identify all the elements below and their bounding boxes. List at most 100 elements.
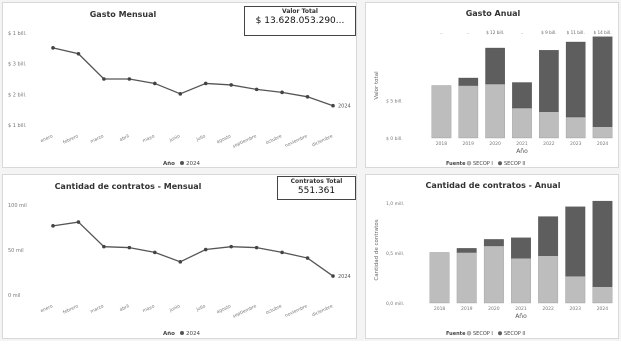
bar-secop-ii (485, 47, 505, 85)
x-axis-label: Año (516, 148, 528, 155)
bar-total-label: .. (467, 30, 470, 35)
x-tick-label: 2020 (489, 141, 501, 147)
x-tick-label: enero (40, 133, 54, 144)
data-point (229, 244, 233, 249)
y-tick-label: 0,5 mill. (386, 251, 404, 257)
data-point (280, 90, 284, 95)
bar-secop-i (429, 252, 450, 304)
gasto-mensual-chart: Gasto Mensual $ 1 bill. $ 3 bill. $ 2 bill.… (8, 10, 351, 167)
bar-secop-i (538, 255, 559, 304)
y-tick-label: $ 0 bill. (386, 136, 403, 142)
data-point (229, 83, 233, 87)
data-point (153, 81, 157, 86)
bar-secop-ii (456, 248, 477, 253)
data-point (178, 92, 183, 96)
x-tick-label: julio (195, 303, 207, 313)
x-tick-label: julio (195, 133, 207, 143)
kpi-contratos-total: Contratos Total 551.361 (277, 176, 356, 200)
kpi-valor-total: Valor Total $ 13.628.053.290... (244, 6, 356, 36)
x-tick-label: diciembre (311, 133, 334, 148)
x-tick-label: 2021 (516, 141, 528, 147)
series-end-label: 2024 (338, 104, 351, 110)
bar-secop-ii (565, 41, 586, 118)
bar-secop-ii (592, 200, 613, 287)
chart-title: Cantidad de contratos - Anual (426, 181, 561, 190)
chart-title: Gasto Anual (466, 9, 521, 18)
legend-marker (180, 331, 184, 335)
panel-contratos-mensual[interactable]: Cantidad de contratos - Mensual 100 mil 50… (2, 174, 357, 339)
bar-secop-ii (483, 239, 504, 247)
bar-secop-ii (592, 36, 613, 127)
bar-secop-i (592, 126, 613, 139)
kpi-contratos-total-label: Contratos Total (290, 178, 343, 185)
data-point (76, 51, 81, 56)
y-tick-label: $ 2 bill. (8, 92, 27, 98)
x-tick-label: abril (119, 133, 131, 143)
series-line (52, 221, 334, 277)
data-point (203, 247, 208, 252)
x-tick-label: 2023 (570, 306, 582, 312)
x-tick-label: febrero (62, 303, 79, 315)
y-tick-label: 50 mil (8, 248, 24, 254)
legend-marker (466, 160, 472, 166)
bar-secop-ii (458, 77, 479, 86)
chart-title: Cantidad de contratos - Mensual (55, 182, 202, 191)
legend-marker (498, 161, 502, 166)
bar-secop-ii (539, 50, 559, 112)
legend-title: Fuente (446, 331, 466, 337)
bar-secop-i (458, 85, 479, 139)
x-tick-label: enero (40, 303, 54, 314)
x-tick-label: 2024 (597, 141, 609, 147)
y-axis-label: Cantidad de contratos (374, 219, 380, 280)
bar-secop-i (485, 83, 505, 139)
x-tick-label: agosto (216, 133, 233, 145)
legend-entry: SECOP II (504, 331, 525, 337)
series-end-label: 2024 (338, 274, 351, 280)
data-point (127, 245, 132, 250)
panel-gasto-anual[interactable]: Gasto Anual Valor total $ 0 bill. $ 5 bill.… (365, 2, 619, 168)
bar-secop-ii (511, 237, 531, 259)
legend-title: Fuente (446, 161, 466, 167)
y-tick-label: 100 mil (8, 203, 27, 209)
data-point (153, 250, 157, 255)
kpi-valor-total-label: Valor Total (282, 8, 318, 15)
legend-entry: 2024 (186, 331, 200, 337)
bar-secop-i (431, 85, 452, 139)
data-point (203, 81, 208, 86)
x-tick-label: 2024 (597, 306, 609, 312)
data-point (51, 46, 55, 50)
data-point (51, 224, 55, 228)
x-tick-label: agosto (216, 303, 233, 315)
x-tick-label: mayo (142, 304, 156, 314)
x-tick-label: septiembre (232, 303, 258, 319)
x-tick-label: febrero (62, 133, 79, 145)
x-tick-label: 2020 (488, 306, 500, 312)
x-tick-label: 2023 (570, 141, 582, 147)
bar-total-label: .. (521, 30, 524, 35)
data-point (331, 274, 335, 278)
chart-title: Gasto Mensual (90, 10, 157, 19)
x-tick-label: noviembre (284, 133, 309, 149)
data-point (127, 77, 132, 81)
x-tick-label: noviembre (284, 303, 309, 319)
bar-secop-i (565, 275, 586, 304)
bar-secop-i (512, 107, 532, 139)
bar-secop-ii (538, 216, 559, 256)
x-tick-label: octubre (265, 303, 283, 316)
bar-total-label: $ 12 bill. (486, 30, 504, 35)
data-point (102, 77, 106, 81)
bar-total-label: $ 11 bill. (567, 30, 585, 35)
bar-total-label: $ 14 bill. (594, 30, 612, 35)
bar-secop-ii (565, 206, 586, 277)
legend-entry: SECOP II (504, 161, 525, 167)
x-tick-label: 2018 (436, 141, 448, 147)
legend-marker (498, 331, 502, 336)
panel-contratos-anual[interactable]: Cantidad de contratos - Anual Cantidad de… (365, 174, 619, 339)
bar-secop-i (456, 252, 477, 304)
y-tick-label: $ 1 bill. (8, 31, 27, 37)
x-tick-label: marzo (89, 133, 105, 145)
legend-marker (466, 330, 472, 336)
bar-total-label: .. (440, 30, 443, 35)
x-axis-label: Año (515, 313, 527, 320)
